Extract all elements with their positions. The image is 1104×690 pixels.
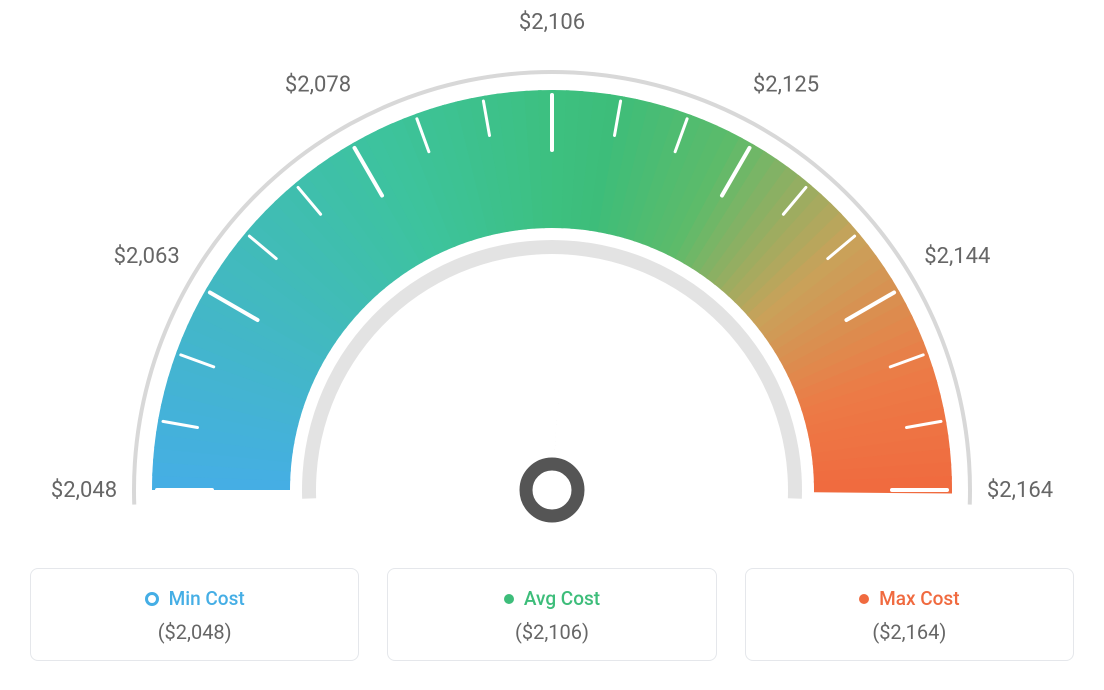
gauge-svg: $2,048 $2,063 $2,078 $2,106 $2,125 $2,144 $2,1… bbox=[0, 0, 1104, 560]
legend-max-dot bbox=[859, 594, 869, 604]
legend-min: Min Cost ($2,048) bbox=[30, 568, 359, 661]
gauge-scale-label: $2,125 bbox=[753, 73, 819, 98]
legend-avg-label-row: Avg Cost bbox=[408, 587, 695, 610]
cost-gauge-chart: $2,048 $2,063 $2,078 $2,106 $2,125 $2,144 $2,1… bbox=[0, 0, 1104, 690]
gauge-scale-label: $2,106 bbox=[519, 10, 585, 35]
legend-min-dot bbox=[145, 592, 159, 606]
gauge-scale-label: $2,048 bbox=[51, 478, 117, 503]
gauge-area: $2,048 $2,063 $2,078 $2,106 $2,125 $2,144 $2,1… bbox=[0, 0, 1104, 560]
legend-max-label-row: Max Cost bbox=[766, 587, 1053, 610]
gauge-scale-label: $2,164 bbox=[987, 478, 1053, 503]
gauge-scale-label: $2,078 bbox=[285, 73, 351, 98]
legend-min-value: ($2,048) bbox=[51, 620, 338, 644]
legend-max-label: Max Cost bbox=[879, 587, 959, 610]
legend-avg: Avg Cost ($2,106) bbox=[387, 568, 716, 661]
legend-max-value: ($2,164) bbox=[766, 620, 1053, 644]
legend-avg-dot bbox=[504, 594, 514, 604]
gauge-scale-label: $2,144 bbox=[924, 244, 990, 269]
legend-max: Max Cost ($2,164) bbox=[745, 568, 1074, 661]
legend-avg-value: ($2,106) bbox=[408, 620, 695, 644]
gauge-scale-label: $2,063 bbox=[114, 244, 180, 269]
legend-row: Min Cost ($2,048) Avg Cost ($2,106) Max … bbox=[0, 568, 1104, 661]
legend-min-label: Min Cost bbox=[169, 587, 245, 610]
legend-avg-label: Avg Cost bbox=[524, 587, 600, 610]
legend-min-label-row: Min Cost bbox=[51, 587, 338, 610]
